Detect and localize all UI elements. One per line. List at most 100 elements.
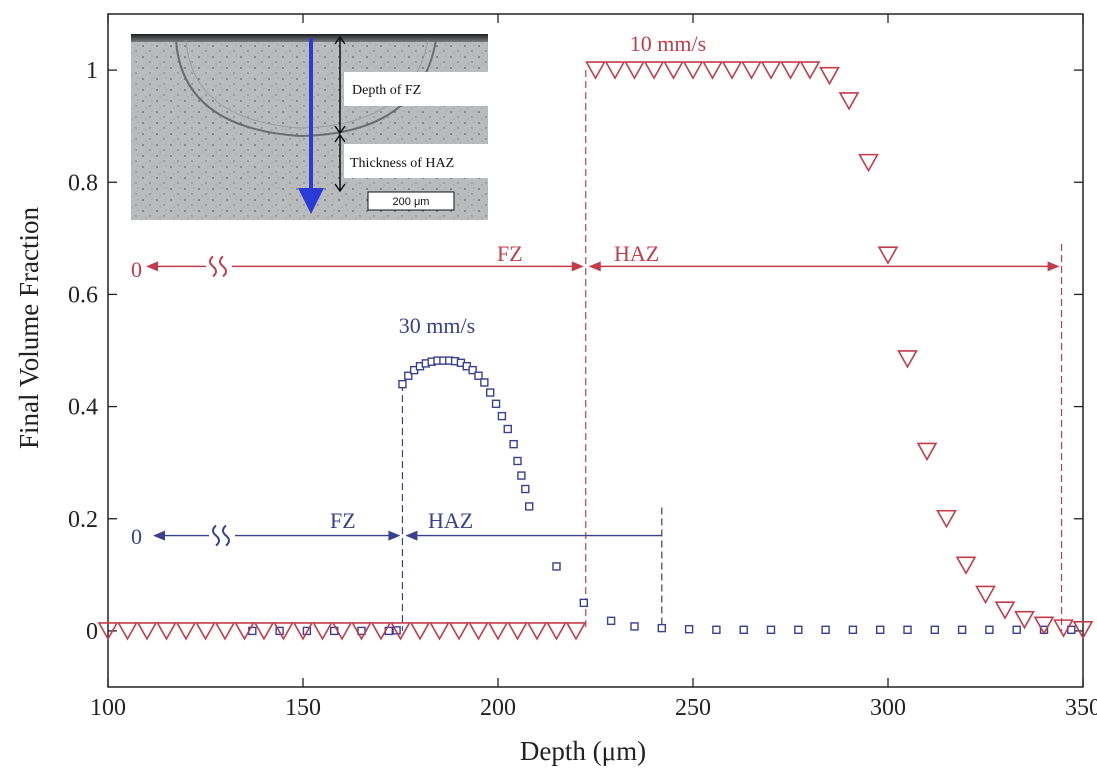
- square-marker-30mm-s: [480, 378, 489, 387]
- square-marker-30mm-s: [517, 471, 526, 480]
- triangle-marker-10mm-s: [955, 556, 977, 575]
- square-marker-30mm-s: [712, 625, 721, 634]
- triangle-marker-10mm-s: [97, 622, 119, 641]
- triangle-marker-10mm-s: [195, 622, 216, 641]
- triangle-marker-10mm-s: [936, 509, 957, 529]
- y-tick-label: 1: [86, 58, 98, 84]
- triangle-marker-10mm-s: [253, 622, 275, 641]
- square-marker-30mm-s: [552, 562, 561, 571]
- triangle-marker-10mm-s: [526, 622, 548, 641]
- data-marks: [97, 61, 1094, 641]
- label-30mm-s: 30 mm/s: [399, 313, 475, 338]
- triangle-marker-10mm-s: [292, 622, 314, 641]
- plot-border: [107, 13, 1084, 688]
- square-marker-30mm-s: [794, 625, 803, 634]
- label-10mm-s: 10 mm/s: [630, 31, 706, 56]
- triangle-marker-10mm-s: [1072, 620, 1094, 640]
- triangle-marker-10mm-s: [351, 622, 372, 641]
- red-axis-break-gap: [206, 254, 232, 279]
- zone-annotations: [146, 70, 1063, 631]
- square-marker-30mm-s: [985, 625, 994, 634]
- y-tick-label: 0.8: [68, 170, 98, 196]
- triangle-marker-10mm-s: [331, 622, 353, 641]
- triangle-marker-10mm-s: [819, 66, 840, 86]
- triangle-marker-10mm-s: [721, 61, 743, 80]
- triangle-marker-10mm-s: [858, 153, 879, 173]
- square-marker-30mm-s: [684, 625, 694, 634]
- triangle-marker-10mm-s: [546, 622, 567, 641]
- x-tick-label: 200: [480, 695, 516, 721]
- square-marker-30mm-s: [398, 379, 407, 389]
- triangle-marker-10mm-s: [643, 61, 665, 80]
- depth-of-fz-label: Depth of FZ: [352, 83, 421, 98]
- depth-arrow-top: [334, 35, 346, 45]
- triangle-marker-10mm-s: [136, 622, 158, 641]
- square-marker-30mm-s: [357, 626, 366, 636]
- triangle-marker-10mm-s: [994, 601, 1016, 620]
- y-tick-label: 0: [86, 619, 98, 645]
- scale-bar-box: [367, 191, 455, 211]
- red-zero-label: 0: [131, 257, 142, 282]
- triangle-marker-10mm-s: [799, 61, 821, 80]
- square-marker-30mm-s: [821, 625, 830, 634]
- triangle-marker-10mm-s: [507, 622, 528, 641]
- thickness-label-box: [344, 144, 498, 178]
- triangle-marker-10mm-s: [565, 622, 587, 641]
- red-fz-arrowhead: [571, 261, 584, 272]
- square-marker-30mm-s: [486, 388, 495, 397]
- triangle-marker-10mm-s: [429, 622, 450, 641]
- triangle-marker-10mm-s: [682, 61, 704, 80]
- square-marker-30mm-s: [503, 424, 512, 434]
- y-tick-label: 0.2: [68, 507, 98, 533]
- red-axis-break-icon: [209, 255, 227, 278]
- square-marker-30mm-s: [876, 625, 885, 634]
- scale-bar-label: 200 μm: [393, 196, 430, 208]
- square-marker-30mm-s: [606, 616, 616, 626]
- blue-axis-break-gap: [209, 523, 235, 548]
- triangle-marker-10mm-s: [468, 622, 489, 641]
- x-tick-label: 100: [90, 695, 126, 721]
- x-tick-label: 250: [675, 695, 711, 721]
- triangle-marker-10mm-s: [1053, 619, 1074, 638]
- blue-zero-label: 0: [131, 524, 142, 549]
- red-left-arrowhead: [146, 261, 158, 272]
- square-marker-30mm-s: [474, 371, 483, 380]
- triangle-marker-10mm-s: [838, 92, 860, 111]
- triangle-marker-10mm-s: [1014, 610, 1035, 630]
- triangle-marker-10mm-s: [175, 622, 197, 641]
- square-marker-30mm-s: [404, 371, 413, 380]
- square-marker-30mm-s: [739, 625, 748, 634]
- square-marker-30mm-s: [766, 625, 776, 634]
- triangle-marker-10mm-s: [312, 622, 333, 641]
- blue-axis-break-icon: [212, 524, 230, 547]
- triangle-marker-10mm-s: [273, 622, 294, 641]
- triangle-marker-10mm-s: [1033, 616, 1055, 635]
- y-axis-title: Final Volume Fraction: [14, 207, 44, 449]
- blue-fz-label: FZ: [330, 508, 356, 533]
- x-tick-label: 150: [285, 695, 321, 721]
- square-marker-30mm-s: [521, 484, 530, 494]
- depth-arrow-bottom: [334, 125, 346, 135]
- triangle-marker-10mm-s: [234, 622, 255, 641]
- red-haz-arrowhead-left: [588, 261, 601, 272]
- square-marker-30mm-s: [957, 625, 967, 634]
- blue-haz-label: HAZ: [428, 508, 473, 533]
- red-fz-label: FZ: [497, 241, 523, 266]
- red-haz-arrowhead-right: [1047, 261, 1060, 272]
- triangle-marker-10mm-s: [585, 61, 606, 80]
- x-tick-label: 350: [1065, 695, 1097, 721]
- triangle-marker-10mm-s: [604, 61, 626, 80]
- triangle-marker-10mm-s: [877, 246, 899, 265]
- y-tick-label: 0.4: [68, 395, 98, 421]
- triangle-marker-10mm-s: [760, 61, 782, 80]
- depth-direction-arrowhead: [298, 188, 324, 214]
- triangle-marker-10mm-s: [780, 61, 801, 80]
- red-haz-label: HAZ: [614, 241, 659, 266]
- triangle-marker-10mm-s: [897, 350, 918, 369]
- thickness-arrow-top: [334, 133, 346, 143]
- triangle-marker-10mm-s: [448, 622, 470, 641]
- square-marker-30mm-s: [579, 598, 588, 608]
- triangle-marker-10mm-s: [487, 622, 509, 641]
- micrograph-inset: Depth of FZ Thickness of HAZ 200 μm: [131, 34, 498, 220]
